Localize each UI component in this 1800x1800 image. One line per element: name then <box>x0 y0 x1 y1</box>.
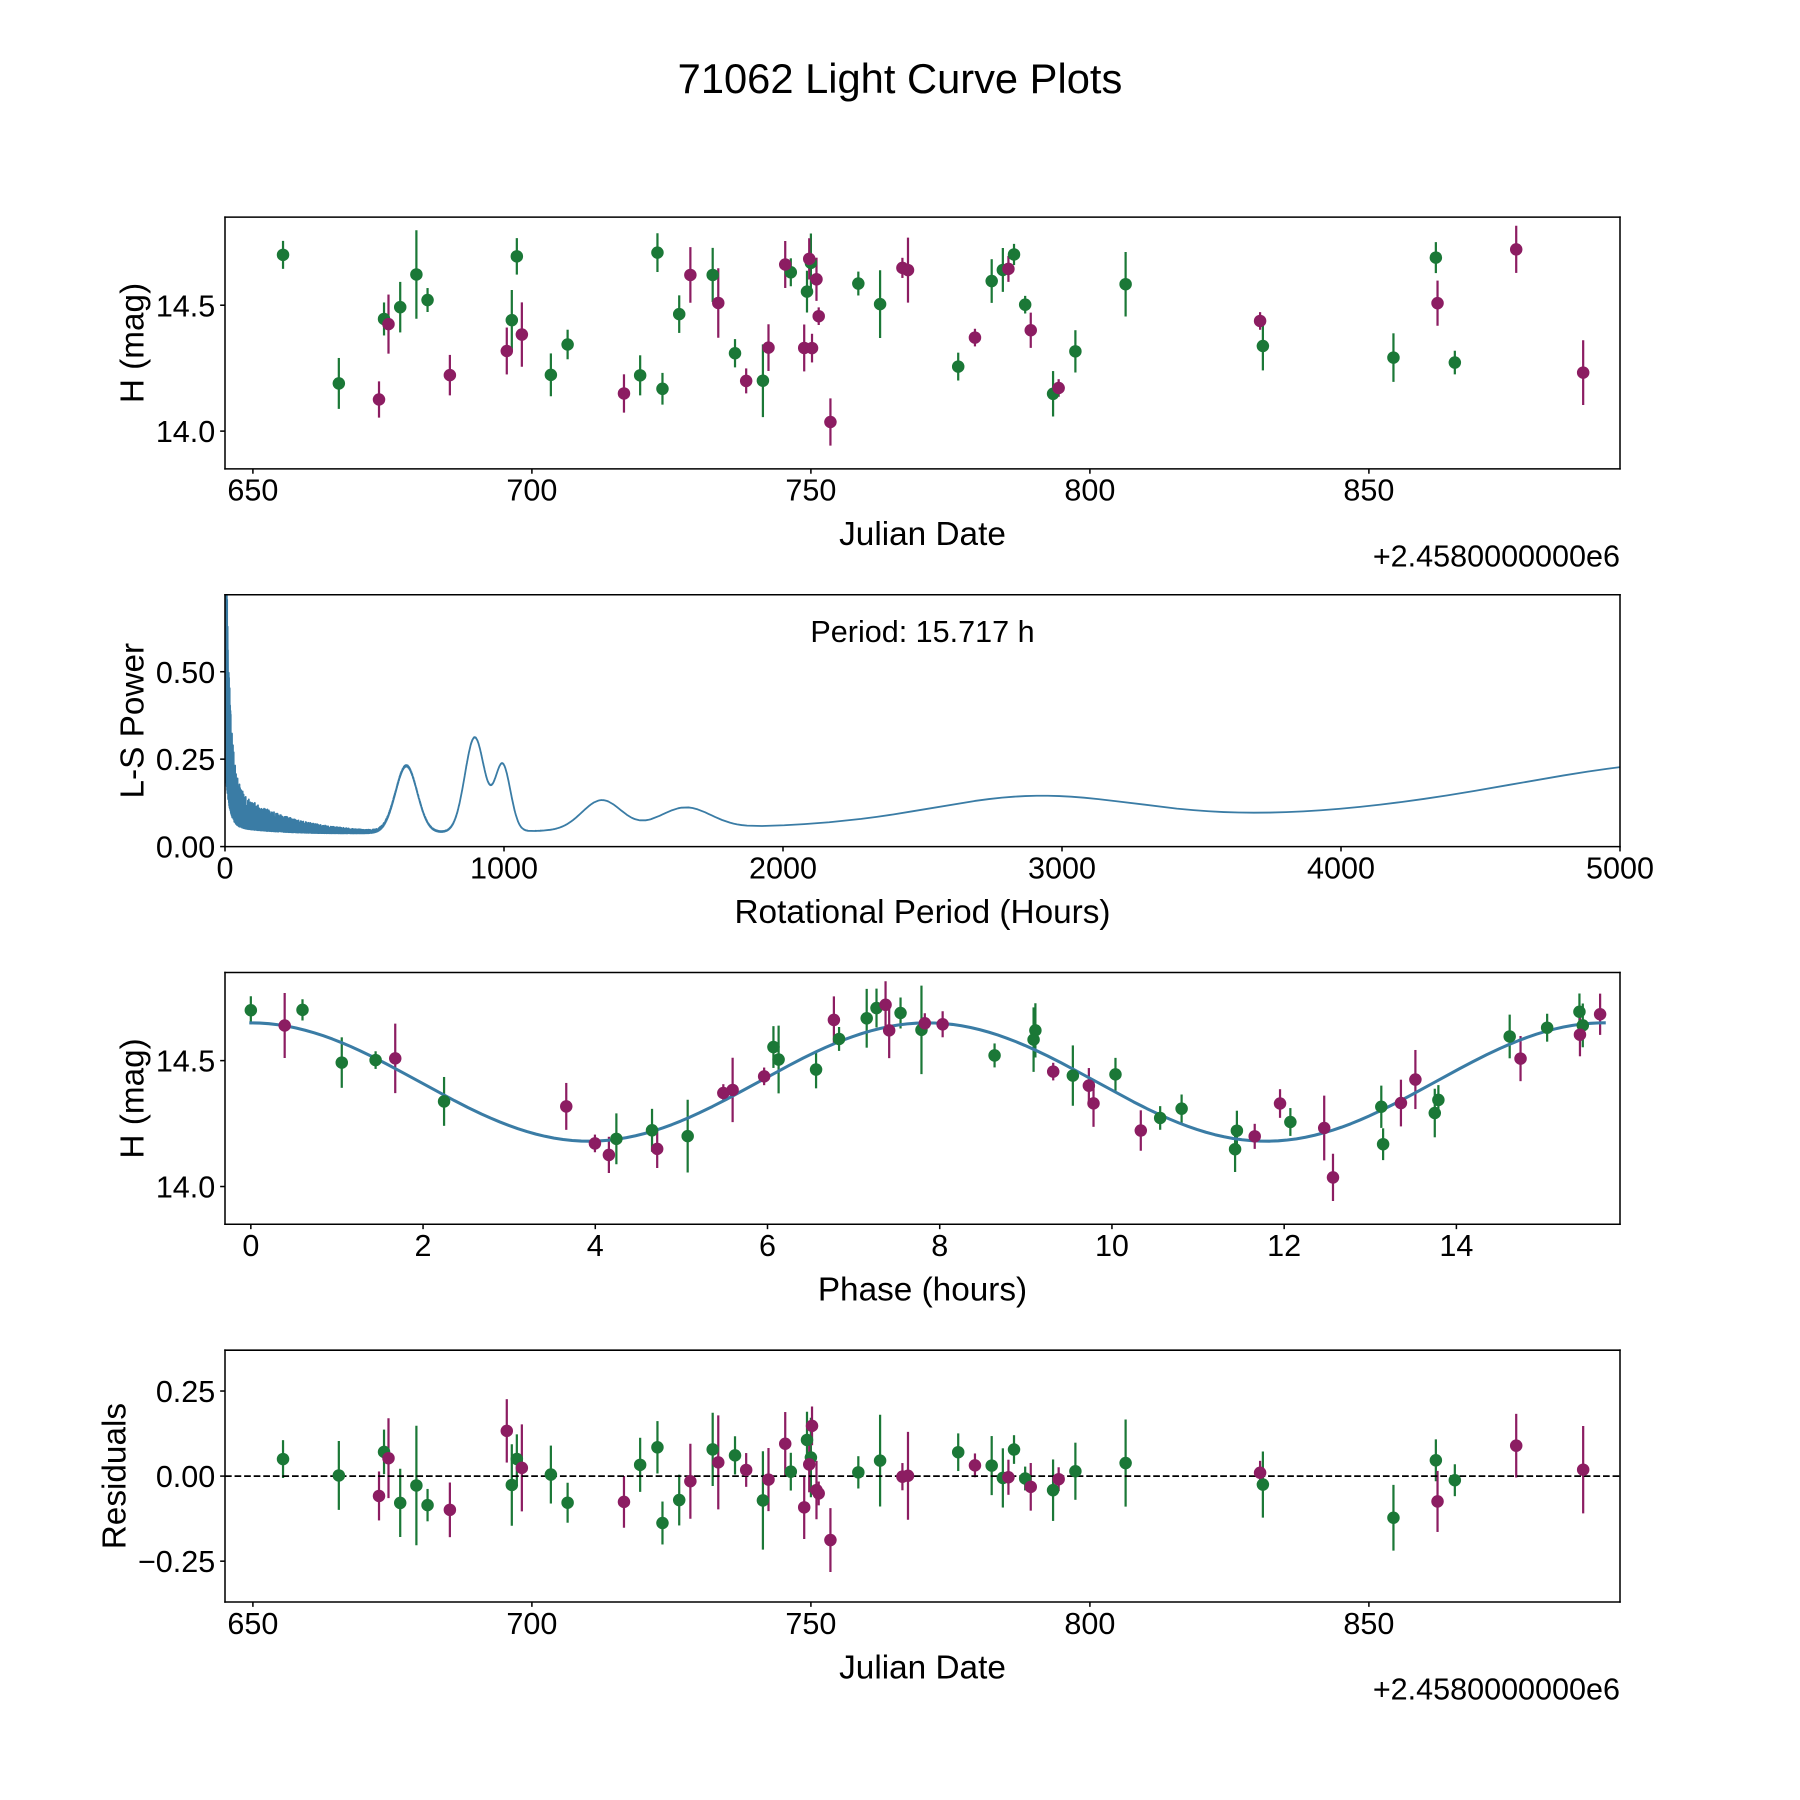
svg-text:850: 850 <box>1343 474 1394 508</box>
svg-text:800: 800 <box>1064 474 1115 508</box>
svg-text:2000: 2000 <box>749 851 817 885</box>
svg-text:700: 700 <box>506 474 557 508</box>
svg-text:0.50: 0.50 <box>156 656 215 690</box>
svg-text:650: 650 <box>227 1607 278 1641</box>
svg-text:10: 10 <box>1095 1229 1129 1263</box>
svg-text:Rotational Period (Hours): Rotational Period (Hours) <box>734 894 1110 931</box>
svg-text:700: 700 <box>506 1607 557 1641</box>
svg-text:14.5: 14.5 <box>156 1045 215 1079</box>
svg-text:850: 850 <box>1343 1607 1394 1641</box>
svg-text:Julian Date: Julian Date <box>839 516 1006 553</box>
svg-text:5000: 5000 <box>1586 851 1654 885</box>
svg-text:800: 800 <box>1064 1607 1115 1641</box>
svg-text:3000: 3000 <box>1028 851 1096 885</box>
svg-text:14.0: 14.0 <box>156 415 215 449</box>
svg-text:−0.25: −0.25 <box>138 1545 215 1579</box>
svg-text:0.25: 0.25 <box>156 743 215 777</box>
svg-text:+2.4580000000e6: +2.4580000000e6 <box>1373 1673 1620 1707</box>
svg-text:14: 14 <box>1439 1229 1473 1263</box>
svg-text:0.25: 0.25 <box>156 1375 215 1409</box>
svg-text:2: 2 <box>415 1229 432 1263</box>
svg-text:0.00: 0.00 <box>156 831 215 865</box>
svg-text:14.0: 14.0 <box>156 1171 215 1205</box>
svg-text:750: 750 <box>785 474 836 508</box>
svg-text:Residuals: Residuals <box>96 1403 133 1549</box>
svg-text:8: 8 <box>931 1229 948 1263</box>
svg-text:12: 12 <box>1267 1229 1301 1263</box>
svg-text:H (mag): H (mag) <box>114 283 151 403</box>
svg-text:H (mag): H (mag) <box>114 1038 151 1158</box>
svg-text:650: 650 <box>227 474 278 508</box>
svg-text:0: 0 <box>242 1229 259 1263</box>
svg-text:0.00: 0.00 <box>156 1460 215 1494</box>
svg-text:1000: 1000 <box>470 851 538 885</box>
svg-text:0: 0 <box>216 851 233 885</box>
svg-text:750: 750 <box>785 1607 836 1641</box>
svg-text:Period: 15.717 h: Period: 15.717 h <box>810 615 1034 649</box>
svg-text:4000: 4000 <box>1307 851 1375 885</box>
svg-text:14.5: 14.5 <box>156 289 215 323</box>
svg-text:Julian Date: Julian Date <box>839 1649 1006 1686</box>
svg-text:6: 6 <box>759 1229 776 1263</box>
svg-text:+2.4580000000e6: +2.4580000000e6 <box>1373 540 1620 574</box>
svg-text:Phase (hours): Phase (hours) <box>818 1272 1027 1309</box>
svg-text:L-S Power: L-S Power <box>114 643 151 799</box>
svg-text:71062 Light Curve Plots: 71062 Light Curve Plots <box>678 55 1123 102</box>
svg-text:4: 4 <box>587 1229 604 1263</box>
